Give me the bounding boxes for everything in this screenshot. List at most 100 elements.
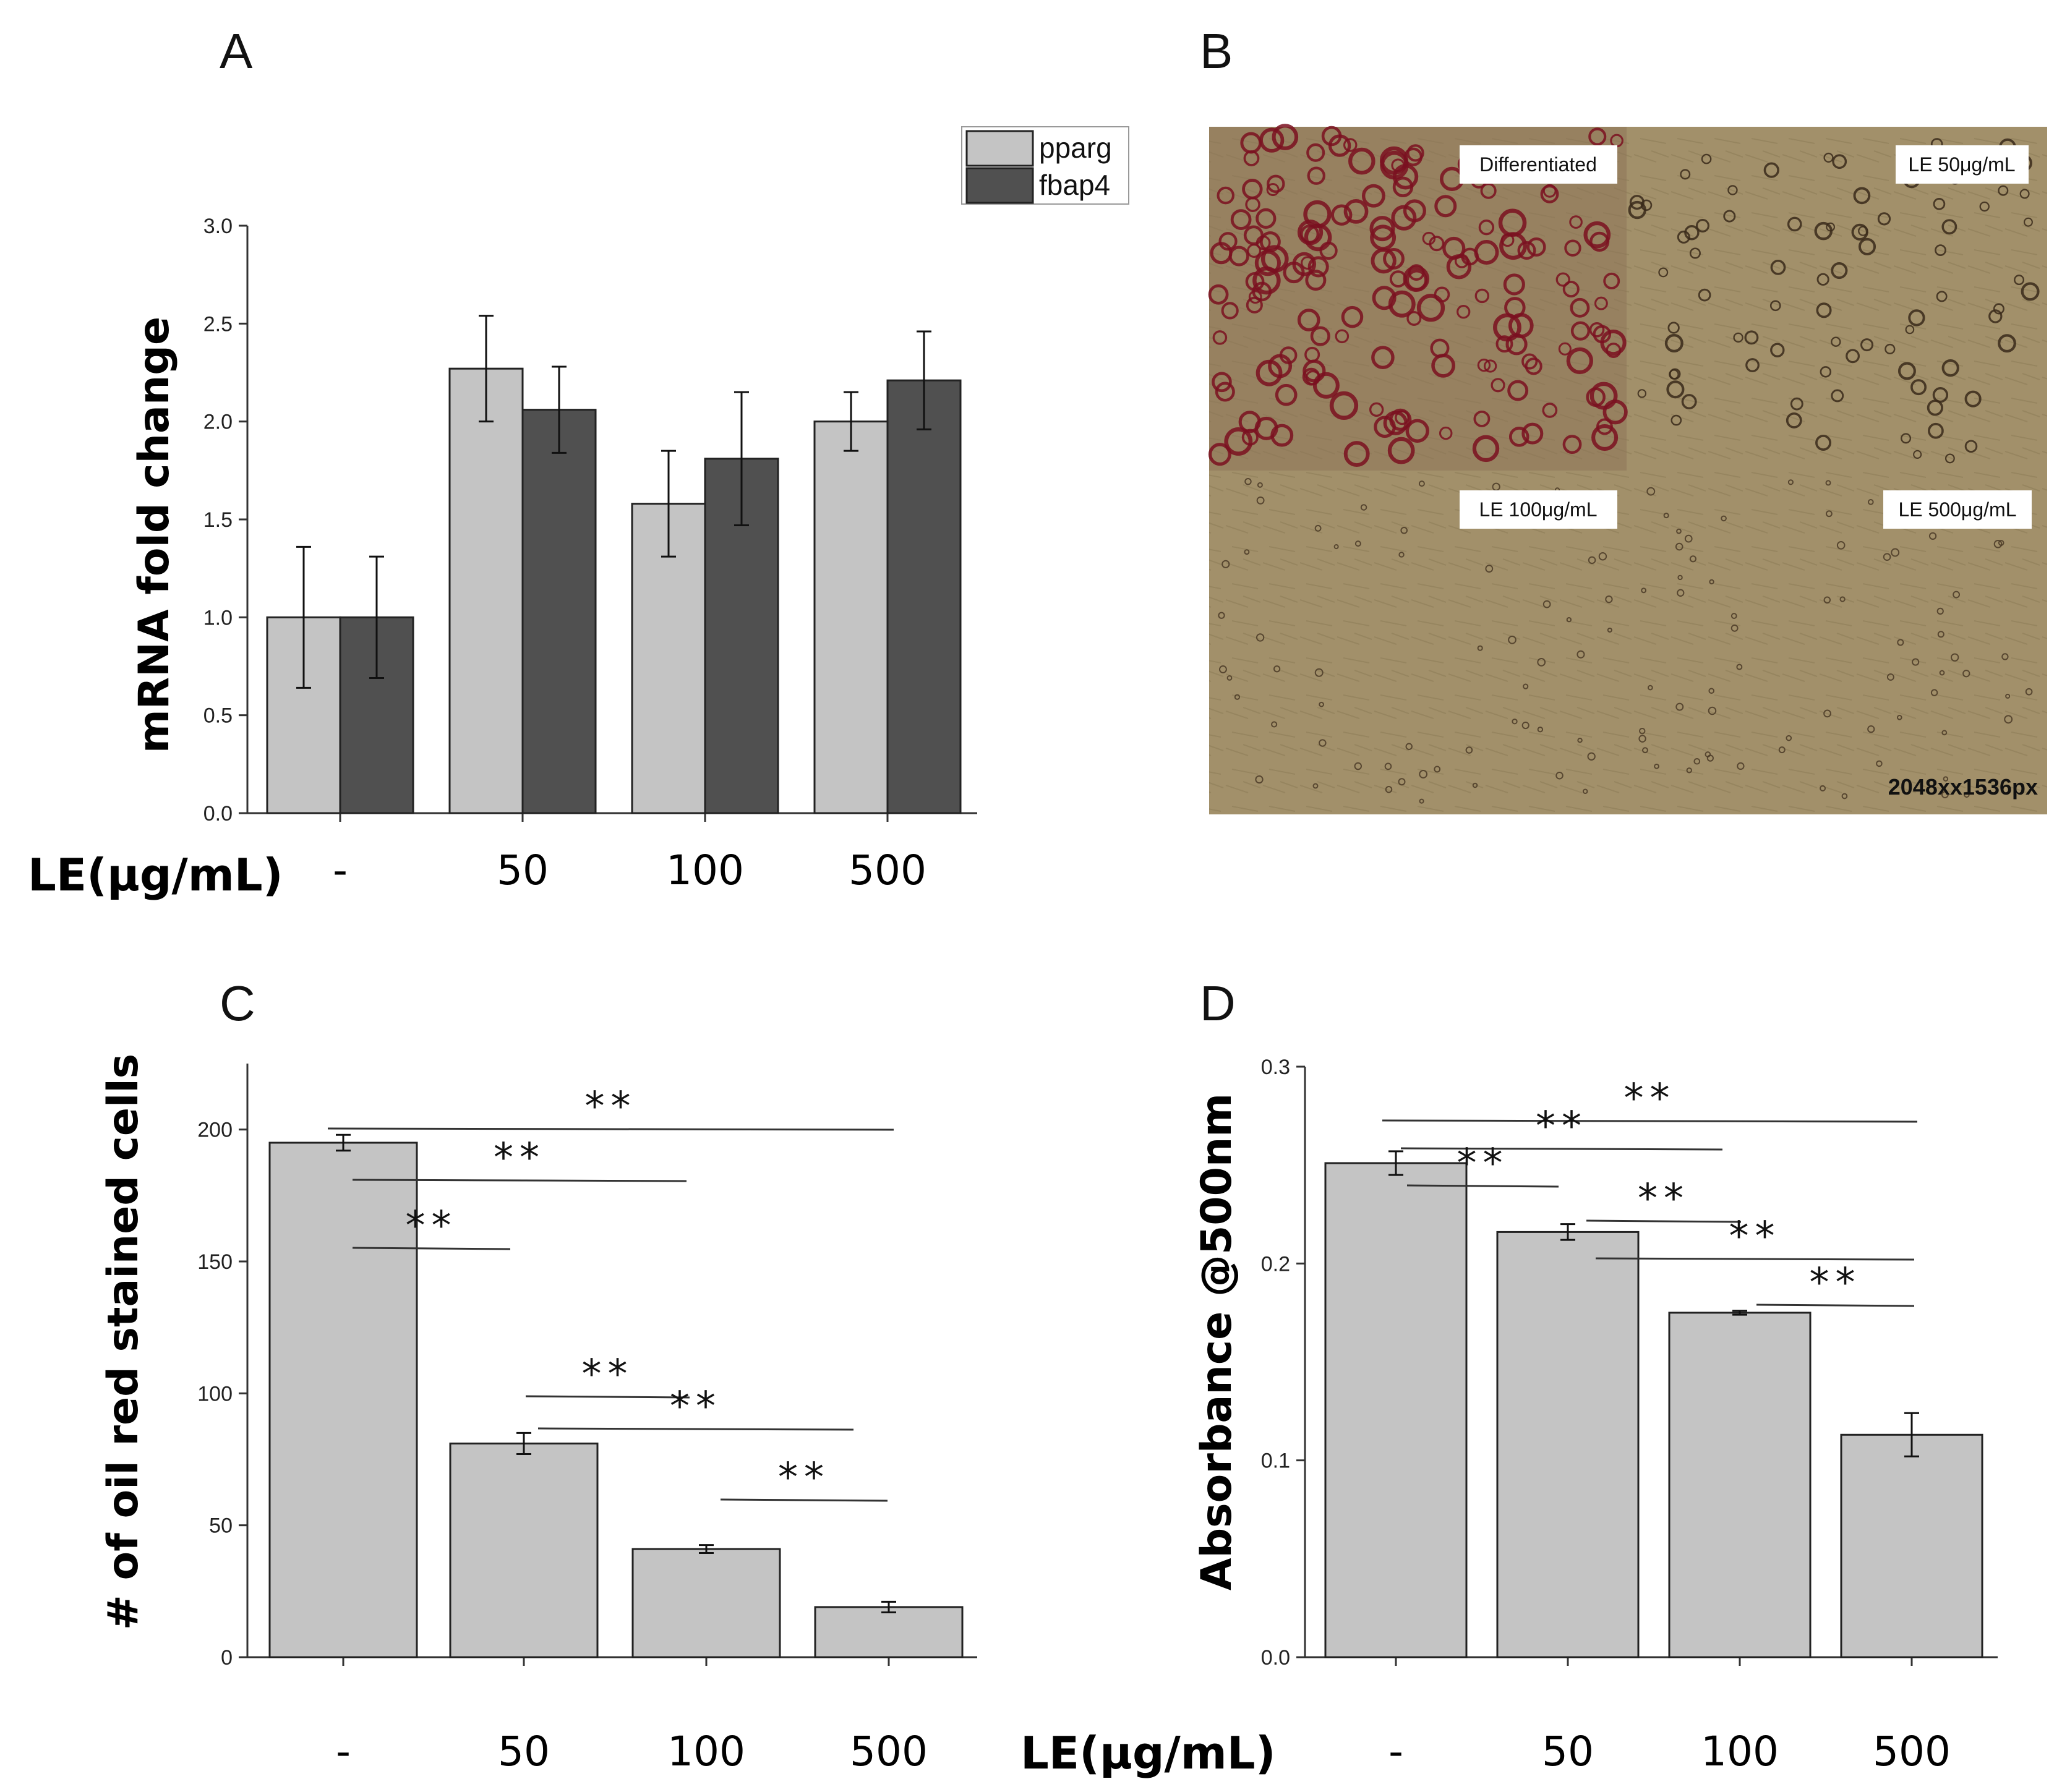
cell-dot [1389,270,1407,288]
cell-dot [1596,418,1613,435]
cell-dot [1419,798,1424,804]
cell-dot [1566,347,1593,375]
cell-dot [1826,510,1833,518]
cell-dot [1964,390,1982,407]
cell-dot [1224,427,1253,456]
bar [449,1442,599,1658]
cell-dot [1562,435,1582,454]
significance-label: ** [494,1135,545,1181]
y-tick-label: 200 [197,1119,233,1142]
cell-dot [1932,387,1949,403]
cell-dot [1589,382,1618,410]
cell-dot [1570,321,1591,341]
cell-dot [1667,322,1680,334]
cell-dot [1701,153,1712,164]
cell-dot [1763,162,1779,178]
cell-dot [1523,683,1529,689]
cell-dot [1221,302,1239,320]
quadrant-label-box-3 [1460,490,1617,529]
cell-dot [1858,226,1868,236]
cell-dot [1246,296,1263,314]
cell-dot [1244,477,1252,485]
y-tick-label: 100 [197,1382,233,1406]
cell-dot [1591,424,1619,451]
cell-dot [1221,560,1230,568]
cell-dot [1521,353,1538,370]
cell-dot [1770,260,1786,275]
cell-dot [1820,366,1832,378]
cell-dot [1416,294,1445,322]
cell-dot [1905,325,1915,335]
cell-dot [1669,368,1681,380]
cell-dot [1474,288,1489,304]
cell-dot [1512,719,1518,725]
cell-dot [1689,555,1696,563]
cell-dot [1215,382,1235,402]
cell-dot [1305,270,1327,291]
cell-dot [1569,215,1583,229]
cell-dot [1964,440,1978,453]
y-tick-label: 0.0 [1261,1646,1290,1670]
x-category-label: - [333,847,348,894]
significance-line [525,1395,690,1399]
cell-dot [1786,412,1802,429]
micrograph-b: Differentiated LE 50μg/mL LE 100μg/mL LE… [1208,124,2047,814]
cell-dot [1778,746,1786,754]
significance-label: ** [1536,1104,1588,1150]
cell-dot [1478,220,1495,236]
cell-dot [1562,281,1580,298]
cell-dot [1419,770,1428,779]
legend-label-pparg: pparg [1039,132,1112,164]
cell-dot [1304,223,1332,252]
bar [1324,1162,1468,1658]
y-tick-label: 3.0 [203,215,233,238]
cell-dot [1686,767,1692,774]
cell-dot [1255,775,1264,784]
bar [521,409,597,814]
cell-dot [1398,552,1405,558]
cell-dot [1306,143,1325,162]
quadrant-label-le50: LE 50μg/mL [1908,153,2015,176]
cell-dot [1418,480,1425,487]
cell-dot [1526,237,1546,257]
x-category-label: 500 [1873,1728,1951,1775]
chart-a: 0.0 0.5 1.0 1.5 2.0 2.5 3.0 - 50 100 500 [203,215,977,894]
cell-dot [1638,735,1646,743]
cell-dot [1962,670,1970,678]
cell-dot [1594,296,1608,310]
x-category-label: 500 [850,1728,928,1775]
cell-dot [2025,688,2033,696]
cell-dot [1951,653,1959,662]
cell-dot [1374,416,1396,438]
cell-dot [1839,596,1846,602]
cell-dot [1558,342,1572,356]
cell-dot [1477,358,1491,372]
cell-dot [1831,336,1841,347]
cell-dot [1540,184,1559,203]
cell-dot [1836,540,1846,550]
bar [631,1548,781,1658]
cell-dot [2023,217,2033,227]
cell-dot [1993,303,2004,315]
cell-dot [1212,372,1232,393]
cell-dot [1681,394,1697,410]
y-tick-label: 0.5 [203,704,233,728]
significance-label: ** [1729,1214,1781,1260]
panel-letter-c: C [220,976,255,1031]
significance-label: ** [1457,1141,1509,1187]
cell-dot [1219,665,1227,673]
cell-dot [1998,540,2004,546]
cell-dot [1936,291,1948,302]
cell-dot [1472,782,1478,788]
x-category-label: 50 [497,847,549,894]
cell-dot [1472,435,1500,463]
cell-dot [1329,391,1359,420]
y-tick-label: 0 [221,1646,233,1670]
cell-dot [1507,380,1529,401]
cell-dot [1884,343,1896,355]
significance-line [1756,1303,1915,1307]
cell-dot [1480,182,1497,199]
cell-dot [1689,247,1701,259]
micrograph-quadrant-differentiated [1209,127,1627,471]
chart-c: 0 50 100 150 200 - 50 100 500 ** ** ** ** ** ** [197,1064,977,1775]
